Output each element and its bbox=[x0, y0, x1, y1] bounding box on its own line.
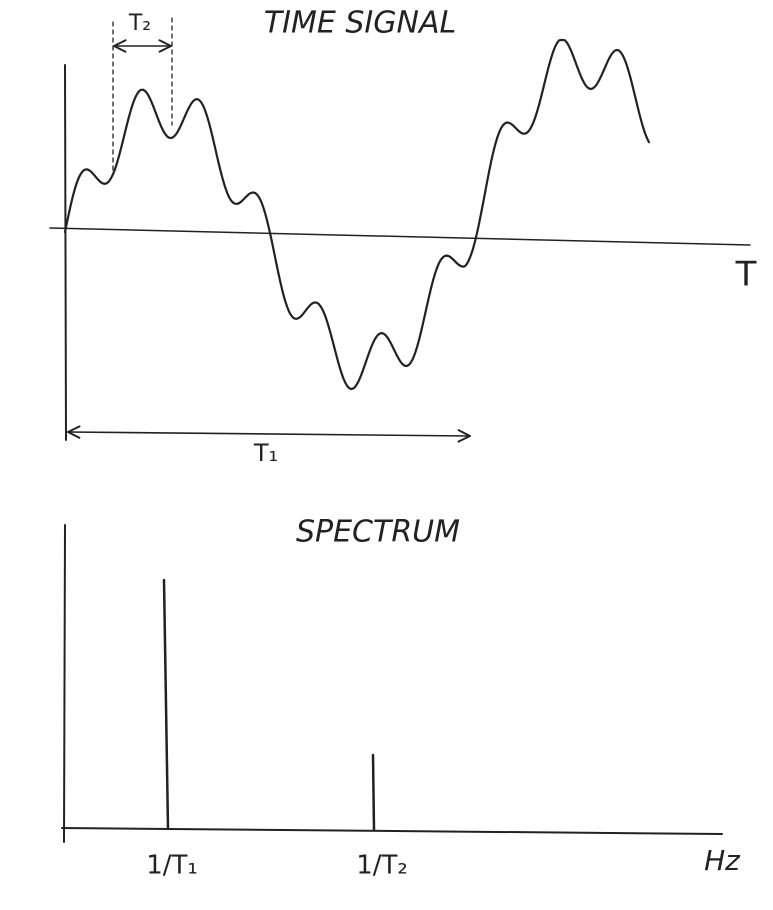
time-y-axis bbox=[65, 65, 66, 440]
spectrum-axis-label: Hz bbox=[704, 844, 741, 877]
short-period-label: T₂ bbox=[128, 11, 151, 36]
spectrum-y-axis bbox=[64, 525, 65, 842]
spectrum-peak bbox=[373, 755, 374, 830]
time-signal-title: TIME SIGNAL bbox=[264, 6, 456, 41]
peak-label: 1/T₂ bbox=[356, 851, 408, 881]
spectrum-title: SPECTRUM bbox=[296, 515, 460, 550]
long-period-label: T₁ bbox=[253, 439, 278, 467]
diagram: TIME SIGNAL T T₂ T₁ SPECTRUM 1/T₁ 1/T₂ H… bbox=[0, 0, 773, 910]
page: {"time_signal": {"title": "TIME SIGNAL",… bbox=[0, 0, 773, 910]
spectrum-x-axis bbox=[62, 828, 722, 834]
spectrum-peak bbox=[164, 580, 168, 829]
time-x-axis bbox=[50, 228, 750, 245]
time-signal-curve bbox=[65, 40, 649, 389]
time-axis-label: T bbox=[735, 255, 757, 295]
long-period-arrow bbox=[68, 432, 470, 436]
peak-label: 1/T₁ bbox=[146, 851, 198, 881]
